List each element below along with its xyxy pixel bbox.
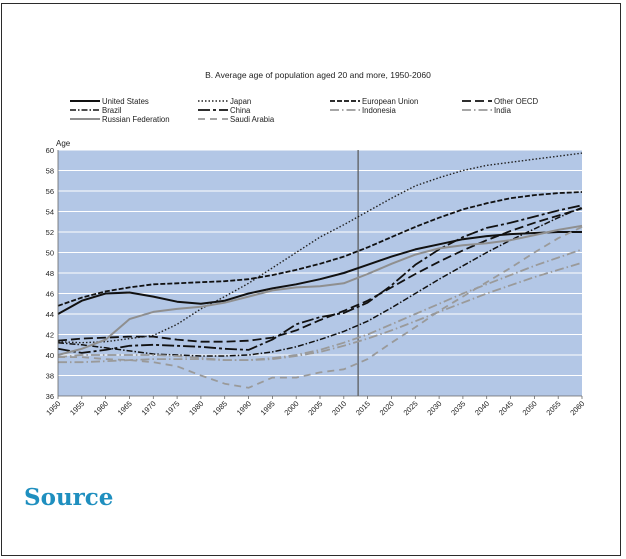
y-tick-label: 36 xyxy=(46,392,54,401)
x-tick-label: 1965 xyxy=(116,399,134,417)
axes: 36 38 40 42 44 46 48 50 52 54 56 58 60 1950 1955 1960 19… xyxy=(44,146,586,417)
series-lines xyxy=(57,152,583,389)
legend-label: United States xyxy=(102,97,149,106)
x-tick-label: 2040 xyxy=(473,399,491,417)
x-tick-label: 2010 xyxy=(330,399,348,417)
legend-label: China xyxy=(230,106,251,115)
x-tick-label: 2045 xyxy=(497,399,515,417)
y-tick-label: 48 xyxy=(46,269,54,278)
y-tick-label: 40 xyxy=(46,351,54,360)
series-line-japan xyxy=(57,152,583,344)
legend-label: Other OECD xyxy=(494,97,539,106)
x-tick-label: 1990 xyxy=(235,399,253,417)
legend-label: Brazil xyxy=(102,106,122,115)
x-tick-label: 1955 xyxy=(68,399,86,417)
x-tick-label: 1970 xyxy=(140,399,158,417)
y-tick-label: 42 xyxy=(46,331,54,340)
series-line-other-oecd xyxy=(57,207,583,343)
x-tick-label: 2005 xyxy=(306,399,324,417)
y-tick-label: 46 xyxy=(46,290,54,299)
legend-label: Russian Federation xyxy=(102,115,170,124)
x-tick-label: 2035 xyxy=(449,399,467,417)
x-tick-label: 2000 xyxy=(282,399,300,417)
x-tick-label: 1950 xyxy=(44,399,62,417)
series-line-russian-federation xyxy=(57,224,583,356)
legend: United States Japan European Union Other OE… xyxy=(70,97,539,124)
x-tick-label: 1960 xyxy=(92,399,110,417)
chart-container: B. Average age of population aged 20 and… xyxy=(44,70,586,417)
y-tick-label: 56 xyxy=(46,187,54,196)
x-tick-label: 1985 xyxy=(211,399,229,417)
legend-label: European Union xyxy=(362,97,418,106)
legend-label: India xyxy=(494,106,512,115)
y-tick-label: 60 xyxy=(46,146,54,155)
series-line-india xyxy=(58,261,583,364)
series-line-saudi-arabia xyxy=(58,226,583,389)
y-tick-label: 58 xyxy=(46,167,54,176)
series-line-china xyxy=(57,204,583,354)
x-tick-label: 2060 xyxy=(568,399,586,417)
series-line-united-states xyxy=(57,231,582,315)
x-tick-label: 2030 xyxy=(425,399,443,417)
series-line-brazil xyxy=(57,206,583,357)
y-tick-label: 50 xyxy=(46,249,54,258)
x-tick-label: 2050 xyxy=(521,399,539,417)
y-tick-label: 38 xyxy=(46,372,54,381)
x-tick-label: 1980 xyxy=(187,399,205,417)
legend-label: Saudi Arabia xyxy=(230,115,275,124)
y-tick-label: 52 xyxy=(46,228,54,237)
source-heading: Source xyxy=(24,484,114,511)
x-tick-label: 2055 xyxy=(544,399,562,417)
legend-label: Japan xyxy=(230,97,251,106)
x-tick-label: 1975 xyxy=(163,399,181,417)
y-axis-label: Age xyxy=(56,139,71,148)
legend-label: Indonesia xyxy=(362,106,396,115)
x-tick-label: 2025 xyxy=(402,399,420,417)
y-tick-label: 54 xyxy=(46,208,54,217)
x-tick-label: 2020 xyxy=(378,399,396,417)
series-line-indonesia xyxy=(57,248,583,361)
x-tick-label: 2015 xyxy=(354,399,372,417)
x-tick-label: 1995 xyxy=(259,399,277,417)
series-line-european-union xyxy=(57,191,583,307)
chart-title: B. Average age of population aged 20 and… xyxy=(205,70,431,80)
line-chart: B. Average age of population aged 20 and… xyxy=(44,70,586,417)
y-tick-label: 44 xyxy=(46,310,54,319)
